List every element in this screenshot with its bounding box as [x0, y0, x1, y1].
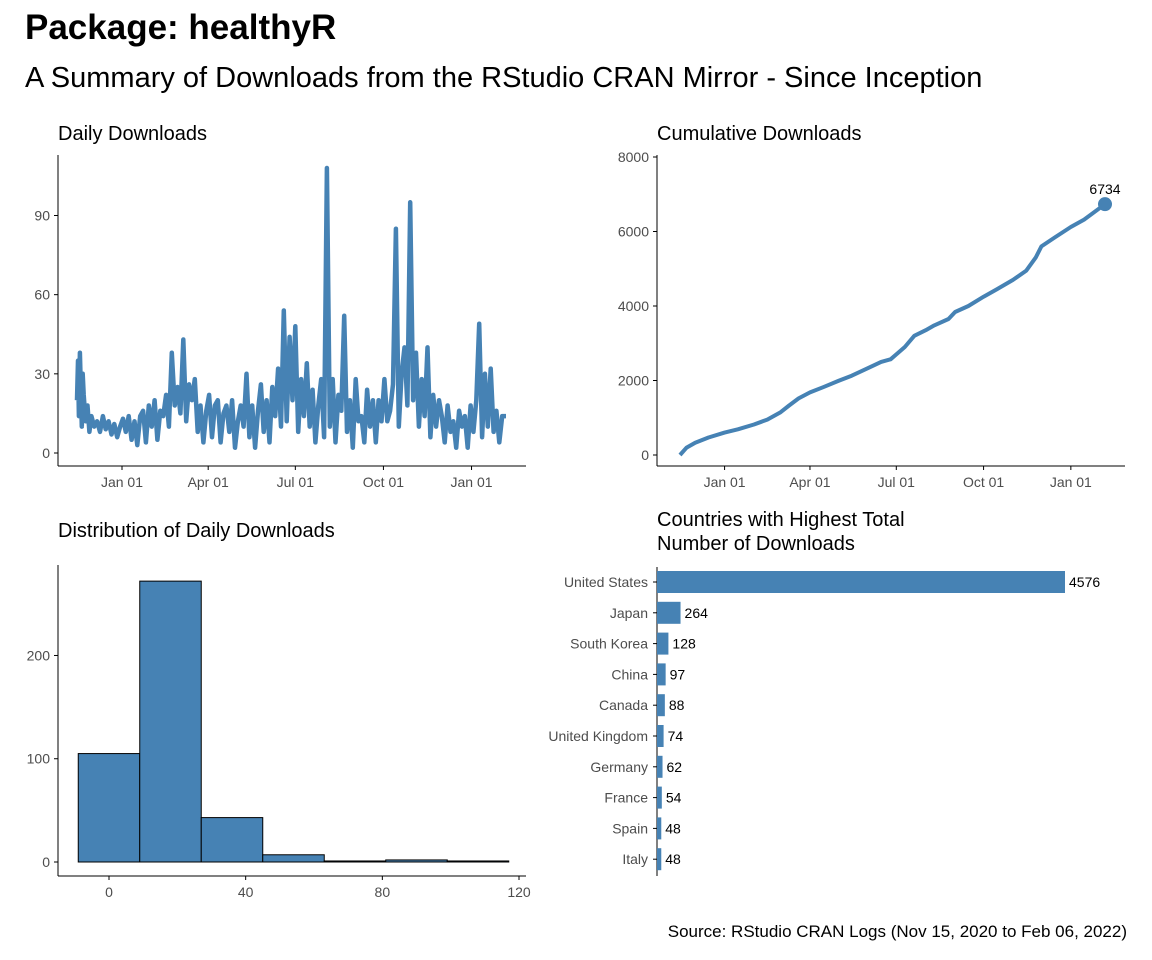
- daily-y-tick-label: 90: [34, 208, 50, 224]
- daily-x-tick-label: Jan 01: [101, 474, 143, 490]
- cumulative-y-tick-label: 8000: [618, 149, 649, 165]
- country-value-label: 48: [665, 820, 681, 836]
- country-value-label: 74: [668, 728, 684, 744]
- page-subtitle: A Summary of Downloads from the RStudio …: [25, 62, 983, 94]
- daily-title: Daily Downloads: [58, 123, 207, 145]
- country-label: Canada: [599, 697, 648, 713]
- daily-x-tick-label: Jan 01: [451, 474, 493, 490]
- countries-title-line2: Number of Downloads: [657, 533, 855, 555]
- country-value-label: 97: [670, 666, 686, 682]
- histogram-x-tick-label: 0: [105, 884, 113, 900]
- country-label: United States: [564, 574, 648, 590]
- daily-y-tick-label: 60: [34, 287, 50, 303]
- cumulative-x-tick-label: Jan 01: [1050, 474, 1092, 490]
- cumulative-x-tick-label: Jul 01: [878, 474, 916, 490]
- country-label: South Korea: [570, 636, 648, 652]
- country-label: France: [604, 790, 648, 806]
- country-label: China: [611, 666, 648, 682]
- country-bar: [657, 694, 665, 717]
- histogram-bar: [139, 580, 202, 863]
- country-value-label: 4576: [1069, 574, 1100, 590]
- daily-x-tick-label: Jul 01: [277, 474, 315, 490]
- cumulative-x-tick-label: Oct 01: [963, 474, 1004, 490]
- page-title: Package: healthyR: [25, 8, 337, 47]
- daily-downloads-panel: 0 30 60 90 Jan 01 Apr 01 Jul 01 Oct 01 Jan 01: [34, 155, 526, 490]
- country-label: Spain: [612, 820, 648, 836]
- cumulative-downloads-panel: 0 2000 4000 6000 8000 Jan 01 Apr 01 Jul 01 Oct 0…: [618, 149, 1125, 490]
- country-label: Italy: [622, 851, 648, 867]
- country-value-label: 88: [669, 697, 685, 713]
- country-bar: [657, 571, 1065, 593]
- histogram-x-tick-label: 120: [507, 884, 531, 900]
- country-bar: [657, 663, 666, 686]
- cumulative-downloads-line: [678, 202, 1107, 457]
- country-label: Japan: [610, 605, 648, 621]
- daily-x-tick-label: Apr 01: [188, 474, 229, 490]
- country-label: United Kingdom: [548, 728, 648, 744]
- country-bar: [657, 601, 681, 624]
- histogram-x-tick-label: 80: [375, 884, 391, 900]
- histogram-y-tick-label: 200: [27, 647, 51, 663]
- cumulative-title: Cumulative Downloads: [657, 123, 862, 145]
- histogram-bar: [77, 753, 141, 863]
- histogram-title: Distribution of Daily Downloads: [58, 520, 335, 542]
- country-value-label: 264: [685, 605, 709, 621]
- histogram-y-tick-label: 0: [42, 854, 50, 870]
- countries-title-line1: Countries with Highest Total: [657, 509, 905, 531]
- country-value-label: 62: [667, 759, 683, 775]
- histogram-bar: [262, 854, 325, 863]
- histogram-y-tick-label: 100: [27, 751, 51, 767]
- cumulative-y-tick-label: 6000: [618, 224, 649, 240]
- country-label: Germany: [590, 759, 648, 775]
- cumulative-x-tick-label: Jan 01: [704, 474, 746, 490]
- histogram-x-tick-label: 40: [238, 884, 254, 900]
- cumulative-x-tick-label: Apr 01: [789, 474, 830, 490]
- daily-y-tick-label: 0: [42, 445, 50, 461]
- country-value-label: 48: [665, 851, 681, 867]
- histogram-bar: [200, 817, 264, 863]
- country-value-label: 54: [666, 790, 682, 806]
- country-bar: [657, 632, 669, 655]
- countries-panel: United States 4576 Japan 264 South Korea 128 C…: [548, 567, 1100, 876]
- country-bar: [657, 755, 663, 778]
- country-bar: [657, 725, 664, 747]
- histogram-panel: 0 100 200 0 40 80 120: [27, 565, 531, 900]
- country-bar: [657, 817, 662, 840]
- histogram-bar: [323, 860, 387, 863]
- country-bar: [657, 786, 662, 809]
- daily-x-tick-label: Oct 01: [363, 474, 404, 490]
- source-caption: Source: RStudio CRAN Logs (Nov 15, 2020 …: [667, 922, 1127, 941]
- daily-y-tick-label: 30: [34, 366, 50, 382]
- daily-downloads-line: [74, 165, 506, 450]
- cumulative-end-label: 6734: [1089, 181, 1120, 197]
- histogram-bar: [385, 859, 448, 863]
- cumulative-y-tick-label: 4000: [618, 298, 649, 314]
- cumulative-y-tick-label: 0: [641, 447, 649, 463]
- country-bar: [657, 848, 662, 871]
- histogram-bar: [446, 860, 510, 863]
- cumulative-end-point: [1098, 197, 1112, 212]
- country-value-label: 128: [672, 636, 696, 652]
- cumulative-y-tick-label: 2000: [618, 373, 649, 389]
